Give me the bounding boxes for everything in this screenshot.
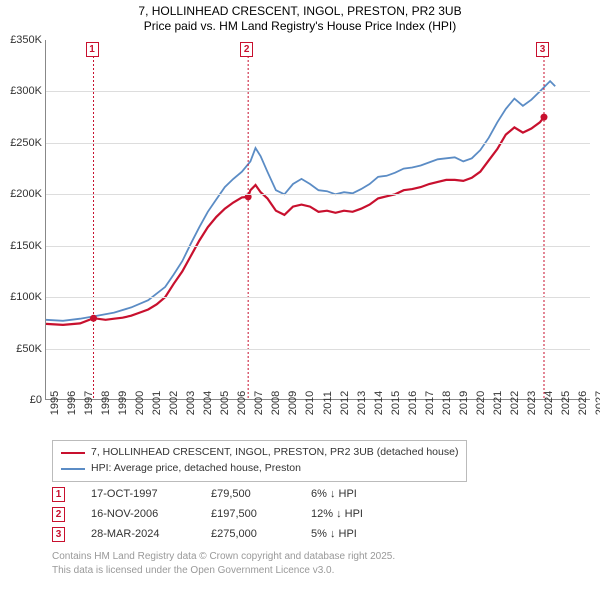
sale-delta: 6% ↓ HPI xyxy=(311,488,421,500)
xtick-label: 2008 xyxy=(270,391,282,415)
sale-date: 16-NOV-2006 xyxy=(91,508,211,520)
xtick-label: 1999 xyxy=(117,391,129,415)
sale-date: 17-OCT-1997 xyxy=(91,488,211,500)
gridline-h xyxy=(46,297,590,298)
sale-number-box: 2 xyxy=(52,507,65,522)
disclaimer-line-2: This data is licensed under the Open Gov… xyxy=(52,564,395,578)
gridline-h xyxy=(46,194,590,195)
legend-label-price-paid: 7, HOLLINHEAD CRESCENT, INGOL, PRESTON, … xyxy=(91,445,458,461)
xtick-label: 2025 xyxy=(560,391,572,415)
disclaimer-line-1: Contains HM Land Registry data © Crown c… xyxy=(52,550,395,564)
ytick-label: £100K xyxy=(10,291,42,303)
xtick-label: 2014 xyxy=(373,391,385,415)
xtick-label: 1998 xyxy=(100,391,112,415)
xtick-label: 2000 xyxy=(134,391,146,415)
xtick-label: 2013 xyxy=(356,391,368,415)
xtick-label: 2010 xyxy=(304,391,316,415)
sales-table-row: 2 16-NOV-2006£197,50012% ↓ HPI xyxy=(52,504,421,524)
chart-svg xyxy=(46,40,590,399)
xtick-label: 2007 xyxy=(253,391,265,415)
sales-table-row: 3 28-MAR-2024£275,0005% ↓ HPI xyxy=(52,524,421,544)
sale-number-box: 1 xyxy=(52,487,65,502)
xtick-label: 2011 xyxy=(322,391,334,415)
sale-marker-dot xyxy=(540,114,547,121)
sale-marker-box: 1 xyxy=(86,42,99,57)
xtick-label: 2022 xyxy=(509,391,521,415)
xtick-label: 2027 xyxy=(594,391,600,415)
xtick-label: 2012 xyxy=(339,391,351,415)
line-hpi xyxy=(46,81,555,321)
sale-delta: 12% ↓ HPI xyxy=(311,508,421,520)
legend-swatch-hpi xyxy=(61,468,85,470)
xtick-label: 2021 xyxy=(492,391,504,415)
legend-row-hpi: HPI: Average price, detached house, Pres… xyxy=(61,461,458,477)
ytick-label: £250K xyxy=(10,137,42,149)
ytick-label: £0 xyxy=(30,394,42,406)
xtick-label: 2015 xyxy=(390,391,402,415)
title-line-2: Price paid vs. HM Land Registry's House … xyxy=(0,19,600,34)
sale-date: 28-MAR-2024 xyxy=(91,528,211,540)
legend-swatch-price-paid xyxy=(61,452,85,455)
xtick-label: 2024 xyxy=(543,391,555,415)
xtick-label: 2003 xyxy=(185,391,197,415)
ytick-label: £300K xyxy=(10,85,42,97)
chart-title: 7, HOLLINHEAD CRESCENT, INGOL, PRESTON, … xyxy=(0,0,600,36)
xtick-label: 1995 xyxy=(49,391,61,415)
sale-price: £79,500 xyxy=(211,488,311,500)
xtick-label: 2002 xyxy=(168,391,180,415)
sale-delta: 5% ↓ HPI xyxy=(311,528,421,540)
sale-marker-box: 3 xyxy=(536,42,549,57)
sales-table: 1 17-OCT-1997£79,5006% ↓ HPI 2 16-NOV-2006£… xyxy=(52,484,421,544)
title-line-1: 7, HOLLINHEAD CRESCENT, INGOL, PRESTON, … xyxy=(0,4,600,19)
xtick-label: 2016 xyxy=(407,391,419,415)
legend-label-hpi: HPI: Average price, detached house, Pres… xyxy=(91,461,301,477)
xtick-label: 2004 xyxy=(202,391,214,415)
xtick-label: 2006 xyxy=(236,391,248,415)
xtick-label: 2009 xyxy=(287,391,299,415)
xtick-label: 2001 xyxy=(151,391,163,415)
xtick-label: 2005 xyxy=(219,391,231,415)
ytick-label: £150K xyxy=(10,240,42,252)
xtick-label: 2023 xyxy=(526,391,538,415)
gridline-h xyxy=(46,349,590,350)
sale-price: £275,000 xyxy=(211,528,311,540)
sales-table-row: 1 17-OCT-1997£79,5006% ↓ HPI xyxy=(52,484,421,504)
gridline-h xyxy=(46,143,590,144)
xtick-label: 2019 xyxy=(458,391,470,415)
sale-marker-dot xyxy=(90,315,97,322)
xtick-label: 1996 xyxy=(66,391,78,415)
sale-price: £197,500 xyxy=(211,508,311,520)
xtick-label: 2017 xyxy=(424,391,436,415)
legend: 7, HOLLINHEAD CRESCENT, INGOL, PRESTON, … xyxy=(52,440,467,482)
sale-number-box: 3 xyxy=(52,527,65,542)
gridline-h xyxy=(46,246,590,247)
chart-plot-area xyxy=(45,40,590,400)
xtick-label: 2020 xyxy=(475,391,487,415)
disclaimer: Contains HM Land Registry data © Crown c… xyxy=(52,550,395,577)
sale-marker-box: 2 xyxy=(240,42,253,57)
ytick-label: £50K xyxy=(16,343,42,355)
ytick-label: £350K xyxy=(10,34,42,46)
xtick-label: 2018 xyxy=(441,391,453,415)
gridline-h xyxy=(46,91,590,92)
legend-row-price-paid: 7, HOLLINHEAD CRESCENT, INGOL, PRESTON, … xyxy=(61,445,458,461)
line-price-paid xyxy=(46,117,544,325)
xtick-label: 2026 xyxy=(577,391,589,415)
xtick-label: 1997 xyxy=(83,391,95,415)
ytick-label: £200K xyxy=(10,188,42,200)
